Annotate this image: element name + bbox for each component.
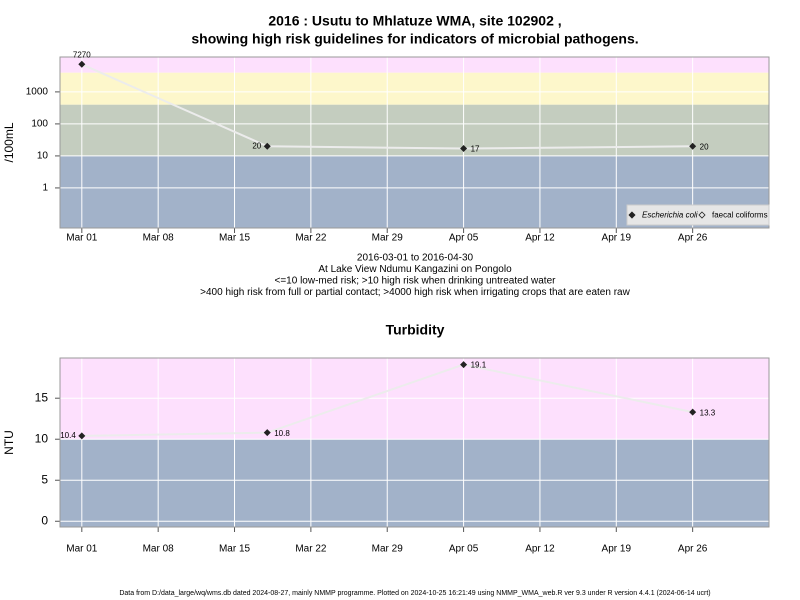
x-tick-label: Mar 01: [66, 544, 98, 555]
data-label: 10.8: [274, 429, 290, 438]
data-label: 19.1: [471, 361, 487, 370]
legend-symbol: [698, 211, 706, 219]
y-tick-label: 15: [35, 390, 49, 404]
chart-title: 2016 : Usutu to Mhlatuze WMA, site 10290…: [268, 13, 561, 29]
legend-label: Escherichia coli: [642, 211, 698, 220]
legend-label: faecal coliforms: [712, 211, 768, 220]
subtitle-note: At Lake View Ndumu Kangazini on Pongolo: [318, 264, 512, 275]
data-point: [263, 429, 271, 437]
x-tick-label: Mar 15: [219, 544, 251, 555]
x-tick-label: Apr 19: [602, 233, 632, 244]
x-tick-label: Apr 05: [449, 233, 479, 244]
x-tick-label: Apr 12: [525, 544, 555, 555]
data-point: [460, 145, 468, 153]
data-label: 20: [252, 141, 261, 150]
x-tick-label: Mar 08: [143, 544, 175, 555]
data-label: 17: [471, 145, 480, 154]
series-line: [81, 63, 693, 150]
x-tick-label: Mar 22: [295, 544, 327, 555]
risk-band: [60, 72, 769, 105]
series-line: [81, 363, 693, 437]
footer-note: Data from D:/data_large/wq/wms.db dated …: [119, 590, 710, 597]
plot-frame: [59, 56, 770, 229]
y-tick-label: 10: [37, 151, 49, 162]
data-point: [78, 432, 86, 440]
y-axis-label: NTU: [2, 430, 16, 455]
subtitle-note: 2016-03-01 to 2016-04-30: [357, 253, 474, 264]
risk-band: [60, 57, 769, 73]
subtitle-note: <=10 low-med risk; >10 high risk when dr…: [275, 276, 557, 287]
x-tick-label: Mar 15: [219, 233, 251, 244]
data-label: 13.3: [700, 408, 716, 417]
chart-title: Turbidity: [386, 322, 445, 338]
y-tick-label: 100: [31, 119, 48, 130]
x-tick-label: Mar 29: [372, 233, 404, 244]
data-point: [689, 408, 697, 416]
data-point: [263, 142, 271, 150]
legend-box: [626, 204, 770, 226]
x-tick-label: Mar 01: [66, 233, 98, 244]
x-tick-label: Apr 26: [678, 233, 708, 244]
y-axis-label: /100mL: [2, 122, 16, 162]
x-tick-label: Apr 12: [525, 233, 555, 244]
x-tick-label: Mar 29: [372, 544, 404, 555]
y-tick-label: 1: [42, 183, 48, 194]
x-tick-label: Apr 05: [449, 544, 479, 555]
y-tick-label: 0: [41, 513, 48, 527]
y-tick-label: 5: [41, 472, 48, 486]
data-point: [78, 60, 86, 68]
data-point: [689, 142, 697, 150]
y-tick-label: 10: [35, 431, 49, 445]
x-tick-label: Apr 26: [678, 544, 708, 555]
x-tick-label: Apr 19: [602, 544, 632, 555]
x-tick-label: Mar 08: [143, 233, 175, 244]
legend-symbol: [628, 211, 636, 219]
data-label: 7270: [73, 50, 91, 59]
data-point: [460, 361, 468, 369]
x-tick-label: Mar 22: [295, 233, 327, 244]
data-label: 20: [700, 142, 709, 151]
data-label: 10.4: [60, 431, 76, 440]
subtitle-note: >400 high risk from full or partial cont…: [200, 287, 630, 298]
risk-band: [60, 439, 769, 527]
plot-frame: [59, 357, 770, 528]
chart-title: showing high risk guidelines for indicat…: [191, 31, 638, 47]
y-tick-label: 1000: [26, 87, 49, 98]
